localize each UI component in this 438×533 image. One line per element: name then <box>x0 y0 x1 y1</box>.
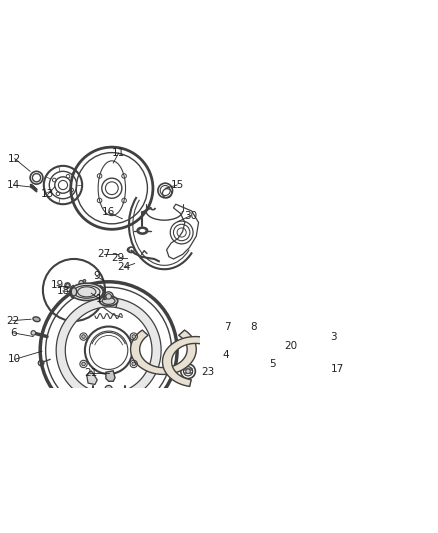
Polygon shape <box>109 298 161 403</box>
Circle shape <box>79 280 84 285</box>
Text: 20: 20 <box>285 341 298 351</box>
Polygon shape <box>87 371 97 384</box>
Text: 13: 13 <box>41 189 55 199</box>
Ellipse shape <box>102 297 115 304</box>
Text: 29: 29 <box>111 253 124 263</box>
Text: 17: 17 <box>331 365 344 374</box>
Text: 14: 14 <box>7 180 20 190</box>
Circle shape <box>105 385 112 393</box>
Circle shape <box>82 335 85 338</box>
Text: 12: 12 <box>8 154 21 164</box>
Text: 24: 24 <box>117 262 131 272</box>
Circle shape <box>132 335 136 338</box>
Ellipse shape <box>33 317 40 321</box>
Ellipse shape <box>70 283 103 301</box>
Text: 19: 19 <box>50 280 64 290</box>
Text: 27: 27 <box>97 249 111 260</box>
Text: 9: 9 <box>93 271 100 281</box>
Text: 7: 7 <box>224 321 231 332</box>
Ellipse shape <box>71 288 77 296</box>
Text: 1: 1 <box>96 294 103 304</box>
Text: 10: 10 <box>8 354 21 365</box>
Circle shape <box>132 362 136 366</box>
Text: 3: 3 <box>330 332 336 342</box>
Text: 11: 11 <box>112 148 125 158</box>
Circle shape <box>31 330 35 335</box>
Circle shape <box>186 369 191 374</box>
Text: 8: 8 <box>250 321 257 332</box>
Text: 23: 23 <box>201 367 214 377</box>
Text: 4: 4 <box>223 350 229 360</box>
Ellipse shape <box>209 368 218 375</box>
Text: 22: 22 <box>6 316 19 326</box>
Circle shape <box>82 362 85 366</box>
Circle shape <box>83 279 86 282</box>
Text: 16: 16 <box>102 207 115 217</box>
Text: 15: 15 <box>170 180 184 190</box>
Ellipse shape <box>78 287 96 297</box>
Text: 21: 21 <box>84 368 97 378</box>
Text: 18: 18 <box>57 286 70 296</box>
Polygon shape <box>131 330 196 374</box>
Polygon shape <box>162 336 216 386</box>
Text: 5: 5 <box>270 359 276 369</box>
Circle shape <box>66 284 69 287</box>
Ellipse shape <box>99 296 118 306</box>
Text: 6: 6 <box>11 328 17 338</box>
Polygon shape <box>56 298 118 402</box>
Text: 30: 30 <box>184 211 198 221</box>
Circle shape <box>106 294 111 299</box>
Polygon shape <box>106 371 115 381</box>
Circle shape <box>260 329 271 340</box>
Ellipse shape <box>74 286 100 298</box>
